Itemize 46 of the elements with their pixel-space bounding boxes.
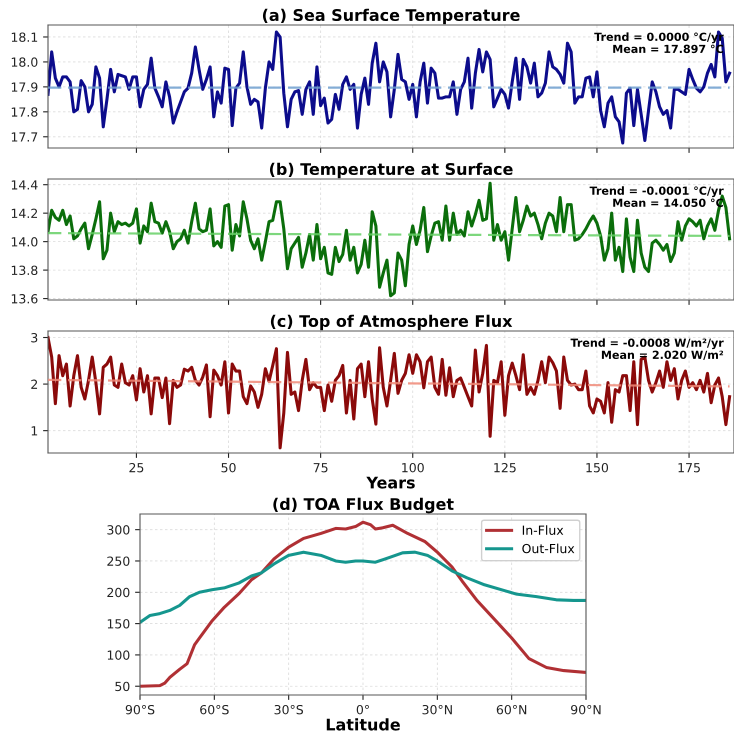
chart-title: (c) Top of Atmosphere Flux (270, 314, 512, 330)
line-series (48, 182, 732, 298)
annotation: Trend = -0.0008 W/m²/yr Mean = 2.020 W/m² (570, 338, 724, 360)
y-tick-label: 14.0 (12, 237, 38, 247)
x-tick-label: 175 (678, 463, 700, 472)
x-tick-label: 90°N (571, 704, 601, 714)
y-tick-label: 13.6 (12, 294, 38, 304)
x-tick-label: 60°N (496, 704, 526, 714)
x-axis-title: Years (366, 476, 415, 489)
y-tick-label: 17.8 (12, 107, 38, 117)
chart-title: (d) TOA Flux Budget (273, 498, 454, 514)
x-tick-label: 150 (586, 462, 608, 472)
chart-title: (b) Temperature at Surface (270, 162, 513, 178)
y-tick-label: 3 (31, 332, 38, 342)
y-tick-label: 13.8 (12, 266, 38, 276)
x-tick-label: 100 (402, 462, 424, 472)
y-tick-label: 1 (32, 426, 38, 436)
legend-label: In-Flux (522, 525, 564, 535)
y-tick-label: 300 (107, 525, 130, 535)
y-tick-label: 18.0 (12, 57, 38, 67)
y-tick-label: 2 (31, 380, 38, 389)
x-tick-label: 90°S (126, 704, 154, 714)
line-series (48, 336, 732, 450)
x-tick-label: 30°N (422, 704, 452, 714)
chart-title: (a) Sea Surface Temperature (262, 8, 520, 24)
x-tick-label: 0° (356, 704, 369, 714)
legend-label: Out-Flux (522, 544, 574, 554)
x-tick-label: 25 (129, 462, 144, 472)
y-tick-label: 17.7 (12, 132, 38, 142)
y-tick-label: 50 (115, 682, 130, 692)
x-axis-title: Latitude (326, 718, 400, 731)
x-tick-label: 50 (222, 462, 236, 472)
x-tick-label: 75 (314, 463, 328, 472)
x-tick-label: 30°S (274, 704, 304, 714)
y-tick-label: 14.2 (12, 208, 38, 218)
y-tick-label: 17.9 (12, 82, 38, 92)
y-tick-label: 100 (108, 650, 130, 660)
y-tick-label: 18.1 (12, 32, 38, 42)
x-tick-label: 125 (494, 462, 516, 472)
x-tick-label: 60°S (200, 704, 229, 714)
y-tick-label: 14.4 (12, 180, 38, 190)
y-tick-label: 200 (107, 588, 130, 598)
line-series (140, 520, 586, 688)
y-tick-label: 150 (108, 619, 130, 629)
line-series (48, 30, 732, 145)
y-tick-label: 250 (107, 556, 130, 566)
